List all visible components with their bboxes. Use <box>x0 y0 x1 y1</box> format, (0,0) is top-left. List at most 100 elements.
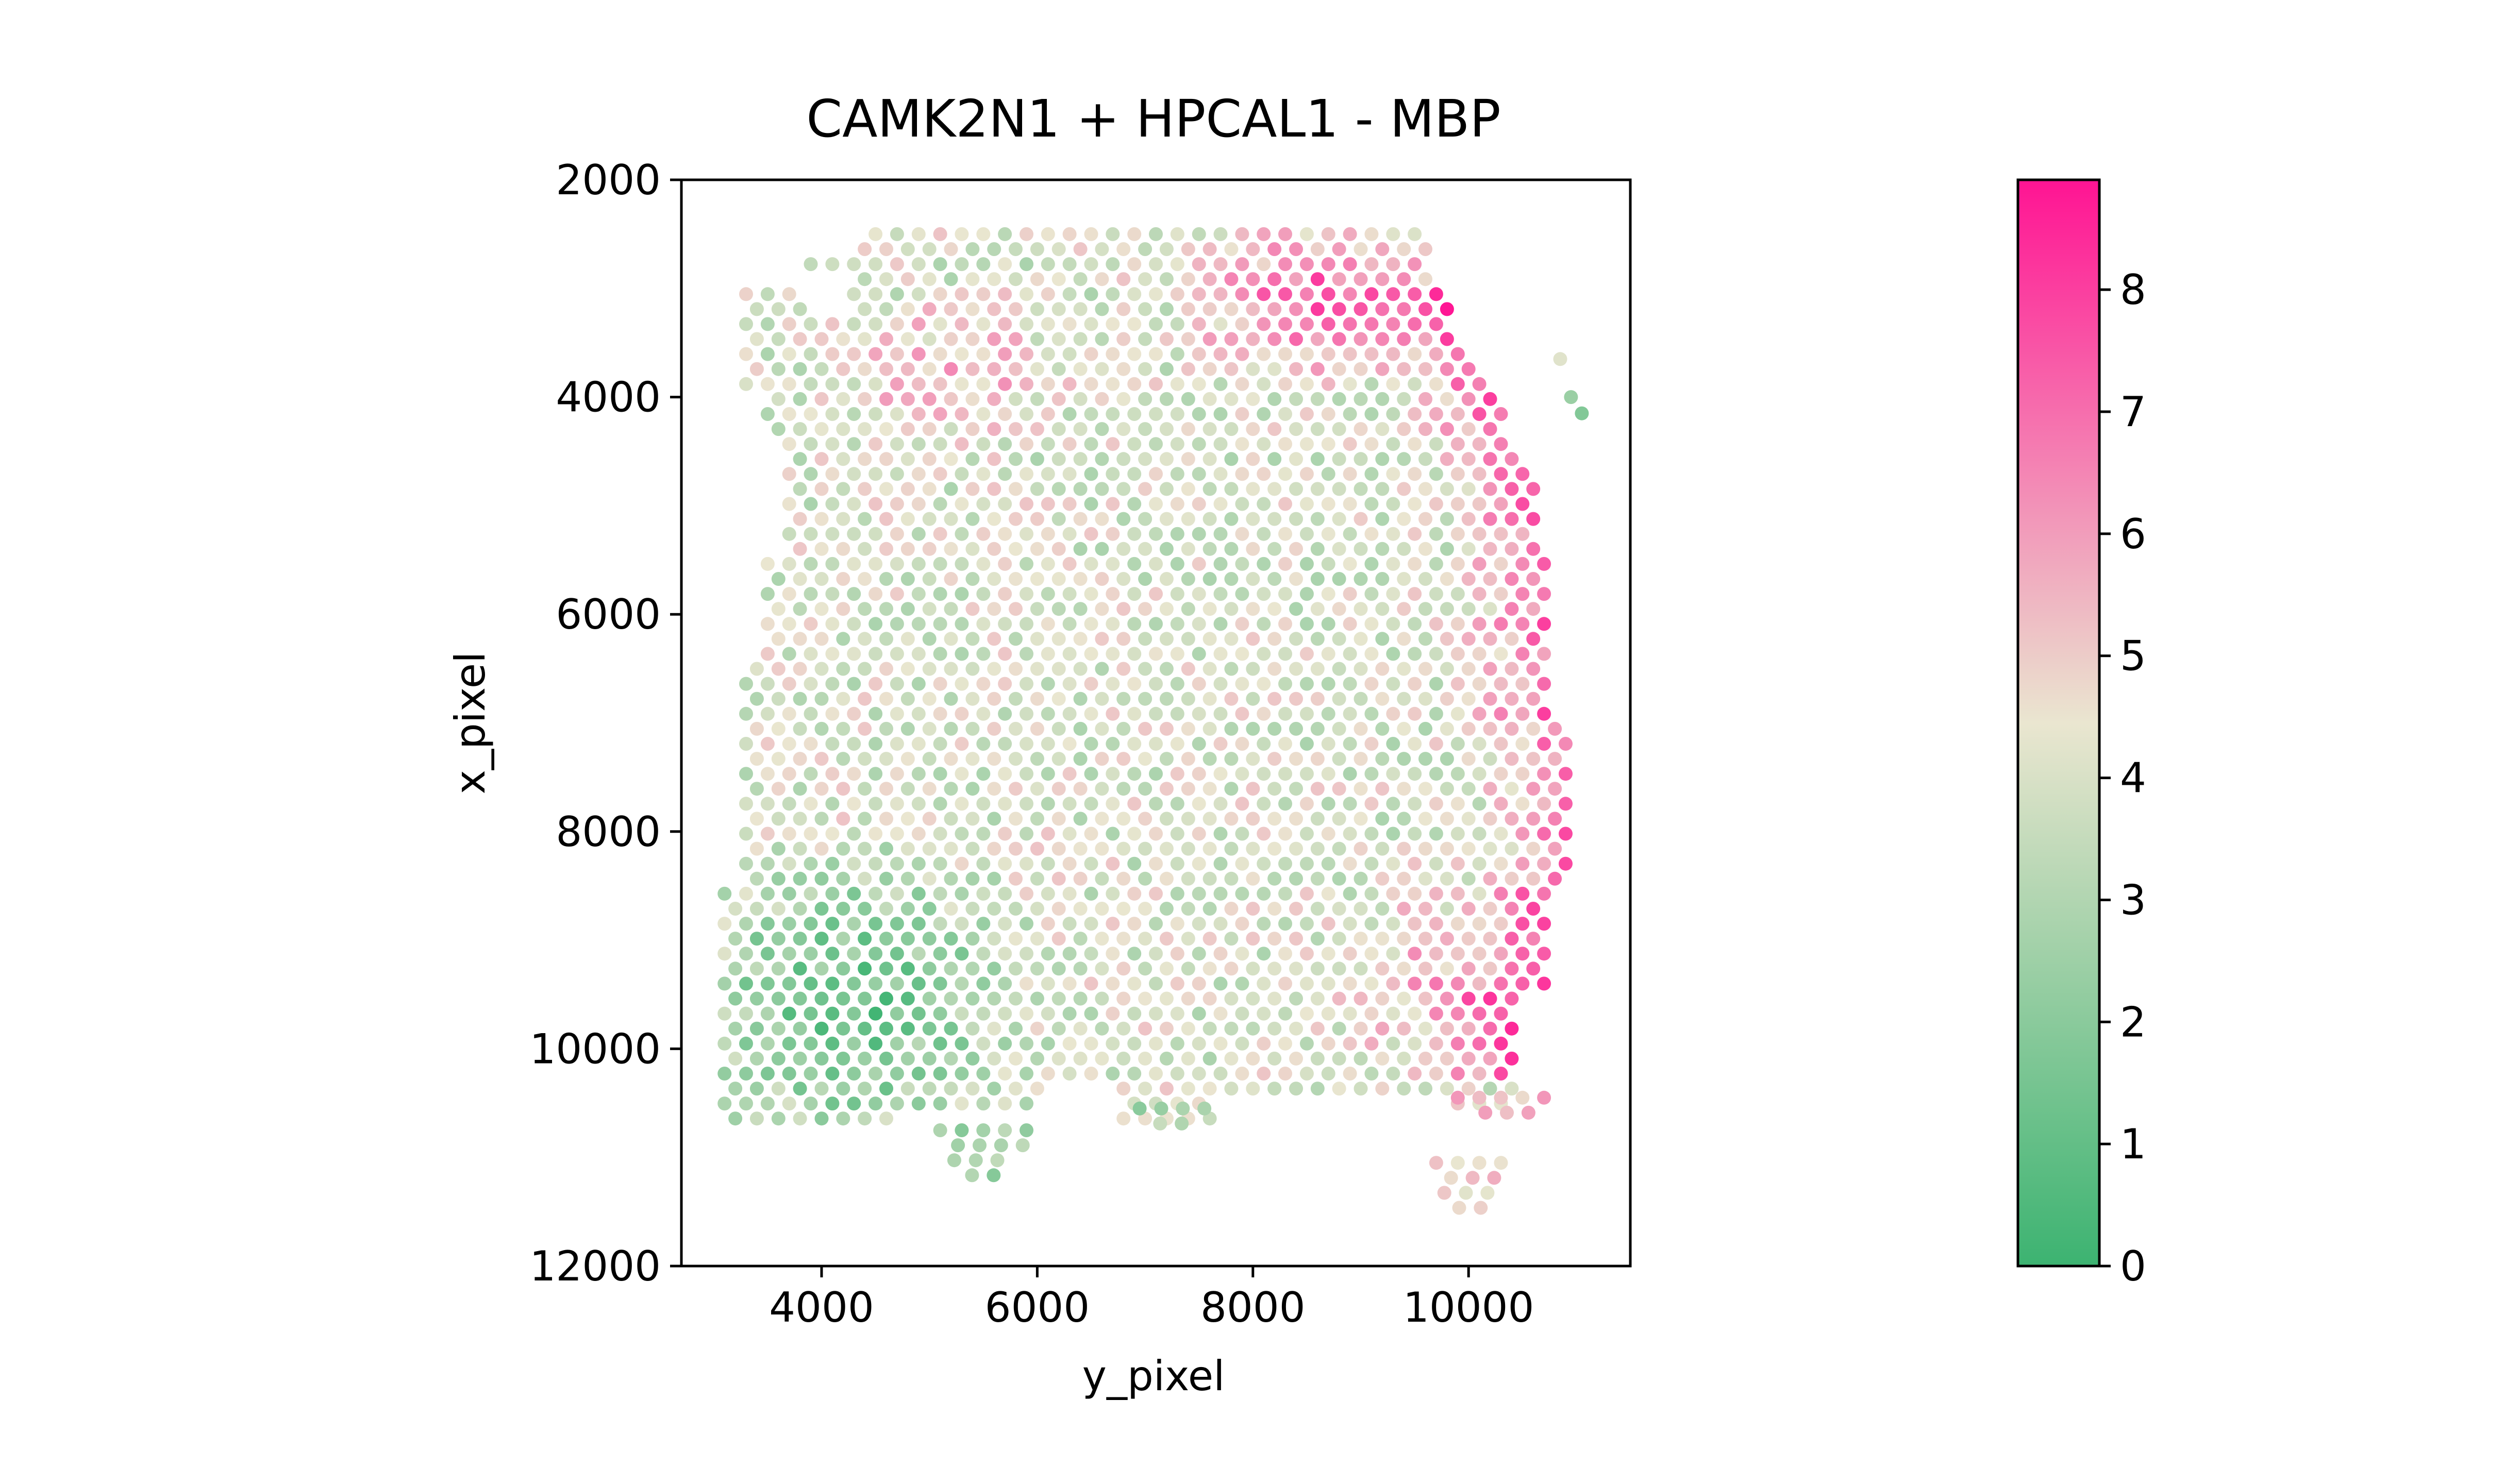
scatter-point <box>739 797 753 811</box>
scatter-point <box>858 841 872 856</box>
scatter-point <box>922 482 937 496</box>
scatter-point <box>1246 452 1260 466</box>
scatter-point <box>1149 1067 1163 1081</box>
scatter-point <box>1375 812 1390 826</box>
scatter-point <box>1213 407 1228 421</box>
scatter-point <box>1159 721 1174 736</box>
scatter-point <box>1537 976 1551 991</box>
scatter-point <box>1084 737 1098 751</box>
scatter-point <box>965 721 980 736</box>
scatter-point <box>1483 962 1497 976</box>
scatter-point <box>1408 347 1422 361</box>
scatter-point <box>944 812 958 826</box>
scatter-point <box>998 257 1012 272</box>
scatter-point <box>771 782 786 796</box>
scatter-point <box>987 572 1001 586</box>
scatter-point <box>869 647 883 661</box>
scatter-point <box>1020 1006 1033 1021</box>
scatter-point <box>1149 647 1163 661</box>
scatter-point <box>1429 437 1443 451</box>
scatter-point <box>825 377 840 391</box>
scatter-point <box>858 782 872 796</box>
scatter-point <box>1084 797 1098 811</box>
scatter-point <box>1537 1090 1551 1105</box>
scatter-point <box>858 1082 872 1096</box>
scatter-point <box>1526 871 1541 886</box>
scatter-point <box>1310 752 1325 766</box>
scatter-point <box>1310 692 1325 706</box>
scatter-point <box>1289 962 1303 976</box>
scatter-point <box>1106 947 1120 961</box>
scatter-point <box>1235 407 1249 421</box>
scatter-point <box>1267 602 1282 616</box>
scatter-point <box>1418 752 1432 766</box>
scatter-point <box>1440 692 1454 706</box>
scatter-point <box>1127 677 1142 691</box>
scatter-point <box>1289 392 1303 406</box>
scatter-point <box>1192 1006 1206 1021</box>
scatter-point <box>847 767 861 781</box>
scatter-point <box>1289 242 1303 256</box>
scatter-point <box>1213 377 1228 391</box>
scatter-point <box>1440 962 1454 976</box>
scatter-point <box>793 572 807 586</box>
scatter-point <box>1116 841 1131 856</box>
scatter-point <box>1450 617 1465 631</box>
scatter-point <box>890 377 904 391</box>
scatter-point <box>1127 767 1142 781</box>
scatter-point <box>911 886 926 901</box>
scatter-point <box>814 512 829 526</box>
scatter-point <box>793 752 807 766</box>
scatter-point <box>1354 812 1368 826</box>
scatter-point <box>1062 497 1077 511</box>
scatter-point <box>1321 1067 1335 1081</box>
scatter-point <box>1418 392 1432 406</box>
scatter-point <box>825 527 840 541</box>
scatter-point <box>1192 797 1206 811</box>
scatter-point <box>825 917 840 931</box>
scatter-point <box>1537 617 1551 631</box>
scatter-point <box>1073 332 1088 346</box>
scatter-point <box>976 706 991 721</box>
scatter-point <box>1483 392 1497 406</box>
scatter-point <box>1176 1101 1190 1116</box>
scatter-point <box>760 587 775 601</box>
scatter-point <box>1429 917 1443 931</box>
scatter-point <box>1030 572 1044 586</box>
scatter-point <box>1354 692 1368 706</box>
scatter-point <box>1170 227 1184 241</box>
scatter-point <box>1397 1082 1411 1096</box>
scatter-point <box>739 706 753 721</box>
scatter-point <box>1343 527 1357 541</box>
scatter-point <box>1106 317 1120 331</box>
scatter-point <box>1526 662 1541 676</box>
scatter-point <box>814 662 829 676</box>
scatter-point <box>717 1097 732 1111</box>
scatter-point <box>814 1082 829 1096</box>
scatter-point <box>1181 991 1195 1006</box>
scatter-point <box>1408 797 1422 811</box>
scatter-point <box>990 1153 1005 1168</box>
scatter-point <box>1375 721 1390 736</box>
scatter-point <box>1095 991 1109 1006</box>
scatter-point <box>814 482 829 496</box>
scatter-point <box>814 332 829 346</box>
scatter-point <box>1062 737 1077 751</box>
scatter-point <box>1505 1021 1519 1036</box>
scatter-point <box>890 797 904 811</box>
scatter-point <box>1138 512 1153 526</box>
scatter-point <box>760 767 775 781</box>
scatter-point <box>793 932 807 946</box>
scatter-point <box>1149 706 1163 721</box>
scatter-point <box>1062 886 1077 901</box>
scatter-point <box>1062 287 1077 301</box>
scatter-point <box>879 692 893 706</box>
scatter-point <box>998 1067 1012 1081</box>
scatter-point <box>1354 602 1368 616</box>
scatter-point <box>879 991 893 1006</box>
scatter-point <box>1332 572 1346 586</box>
scatter-point <box>1321 1036 1335 1051</box>
scatter-point <box>1505 782 1519 796</box>
scatter-point <box>1429 647 1443 661</box>
scatter-point <box>1106 797 1120 811</box>
